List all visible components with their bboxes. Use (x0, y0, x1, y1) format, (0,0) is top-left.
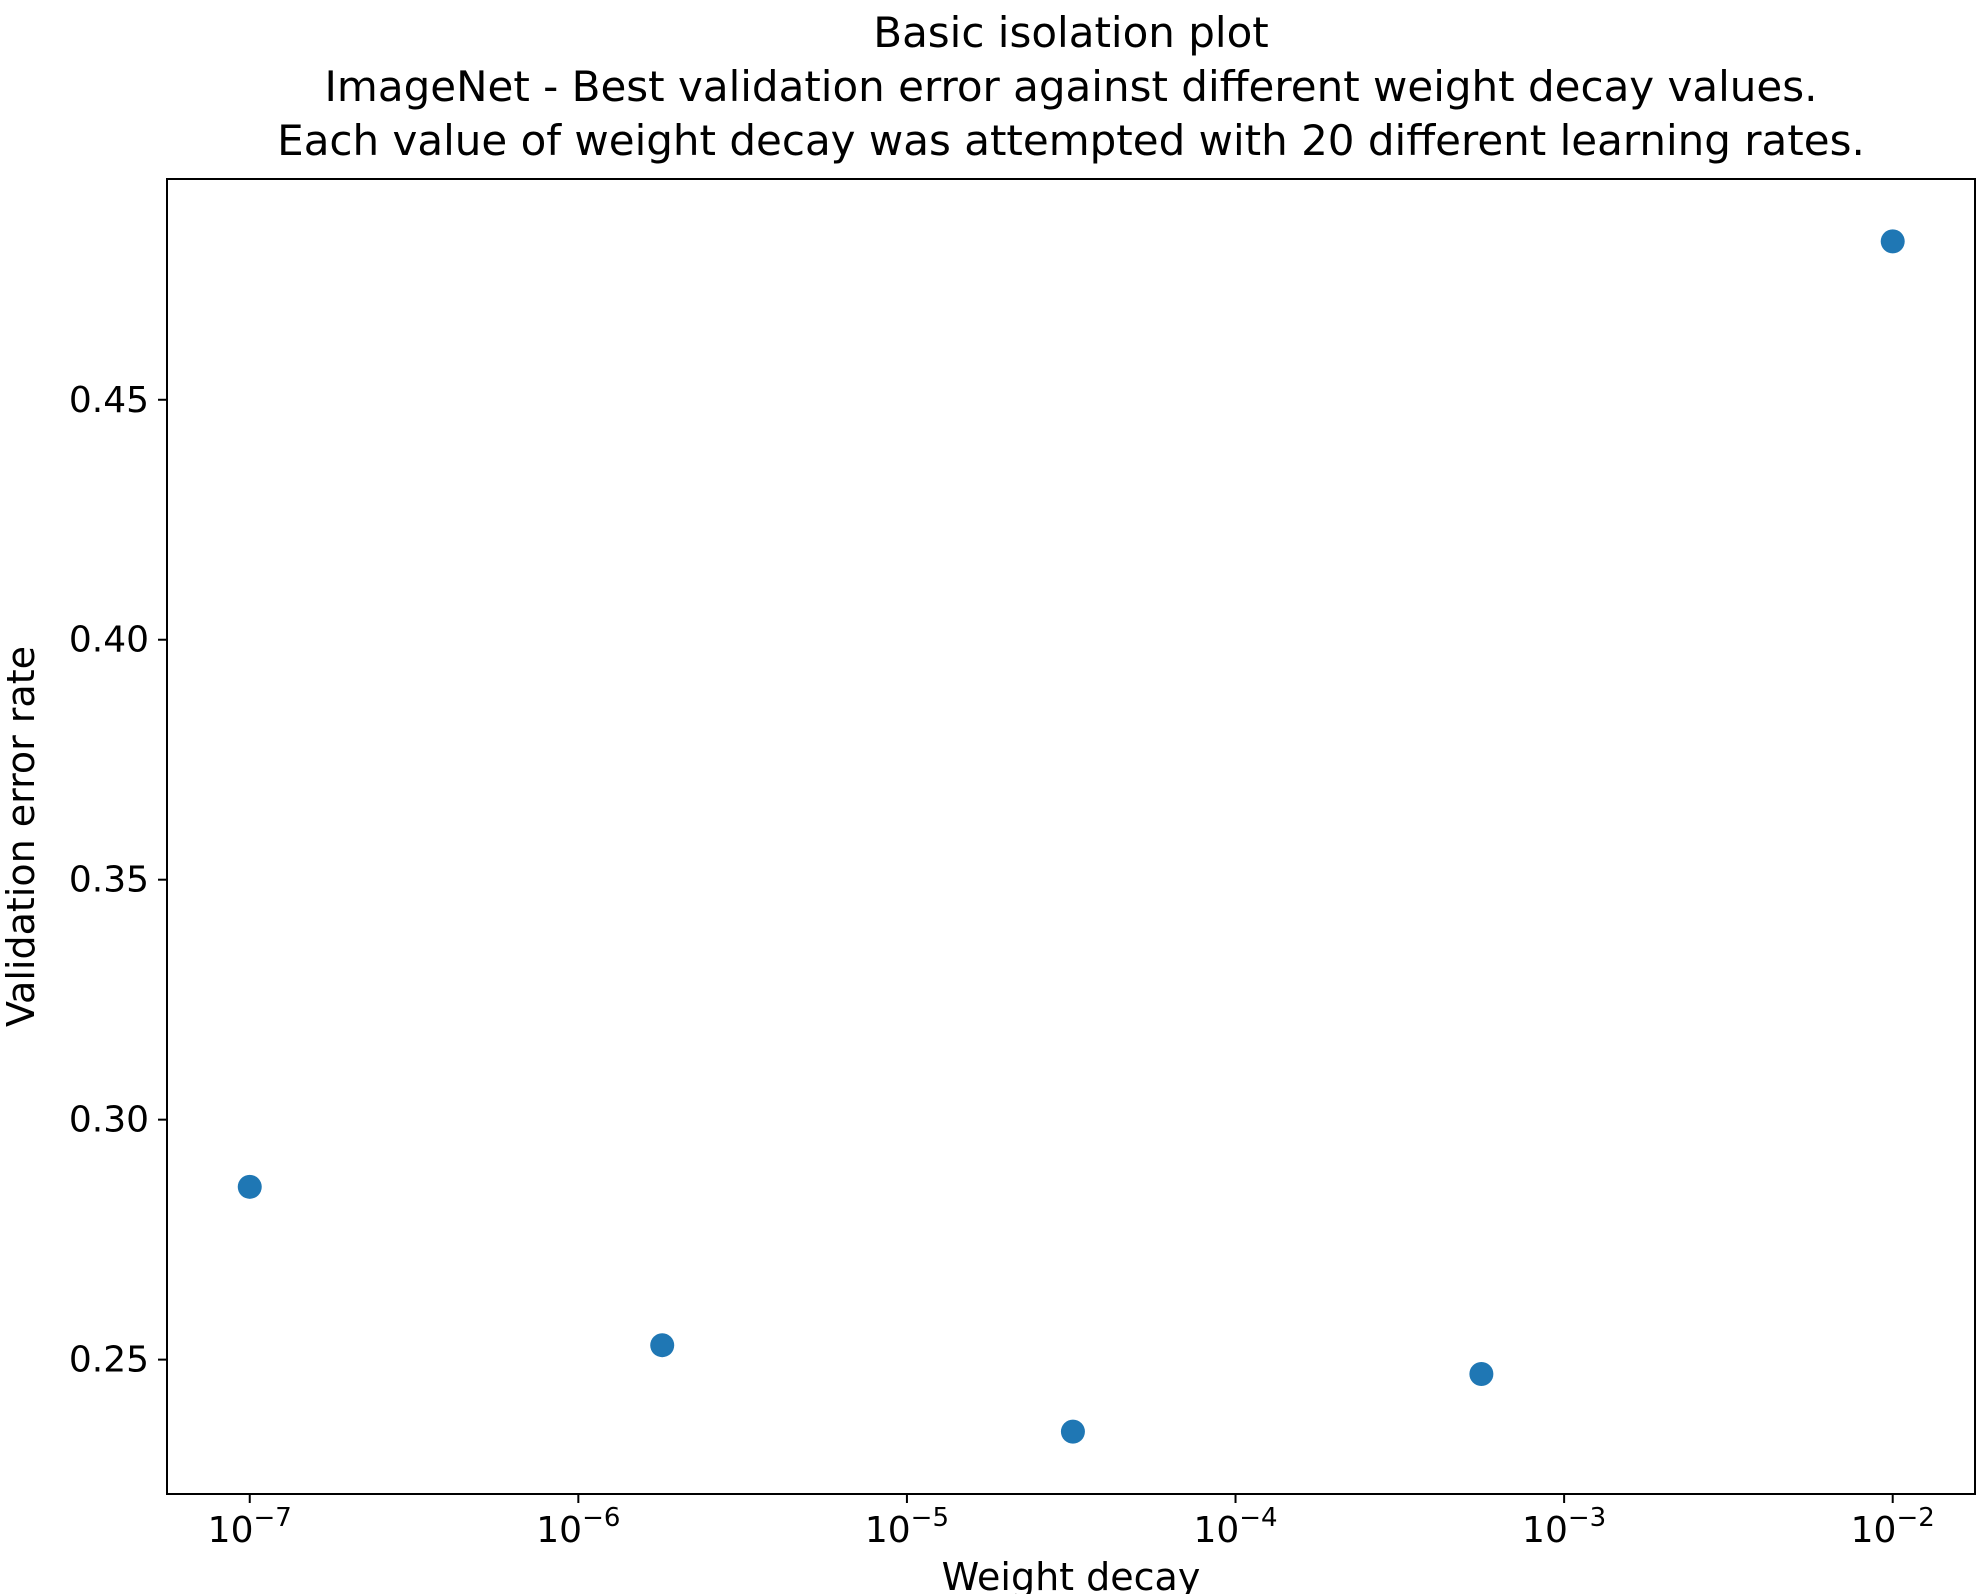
x-tick-label: 10−5 (865, 1503, 949, 1551)
scatter-point (1469, 1362, 1494, 1387)
scatter-point (650, 1333, 675, 1358)
y-tick-label: 0.30 (69, 1100, 149, 1141)
x-axis-label: Weight decay (942, 1555, 1201, 1594)
y-axis-label: Validation error rate (0, 646, 43, 1027)
y-tick-label: 0.40 (69, 620, 149, 661)
x-tick-label: 10−3 (1522, 1503, 1606, 1551)
x-tick-label: 10−4 (1193, 1503, 1277, 1551)
chart-title: Basic isolation plot ImageNet - Best val… (167, 6, 1975, 168)
y-tick-label: 0.25 (69, 1340, 149, 1381)
scatter-point (1880, 229, 1905, 254)
y-tick-label: 0.45 (69, 380, 149, 421)
x-tick-label: 10−6 (536, 1503, 620, 1551)
chart-title-line-1: Basic isolation plot (873, 8, 1269, 57)
scatter-point (237, 1174, 262, 1199)
y-tick-label: 0.35 (69, 860, 149, 901)
chart-title-line-3: Each value of weight decay was attempted… (277, 116, 1865, 165)
axes-frame (166, 178, 1976, 1495)
scatter-point (1060, 1419, 1085, 1444)
x-tick-label: 10−7 (208, 1503, 292, 1551)
x-tick-label: 10−2 (1851, 1503, 1935, 1551)
chart-title-line-2: ImageNet - Best validation error against… (324, 62, 1818, 111)
